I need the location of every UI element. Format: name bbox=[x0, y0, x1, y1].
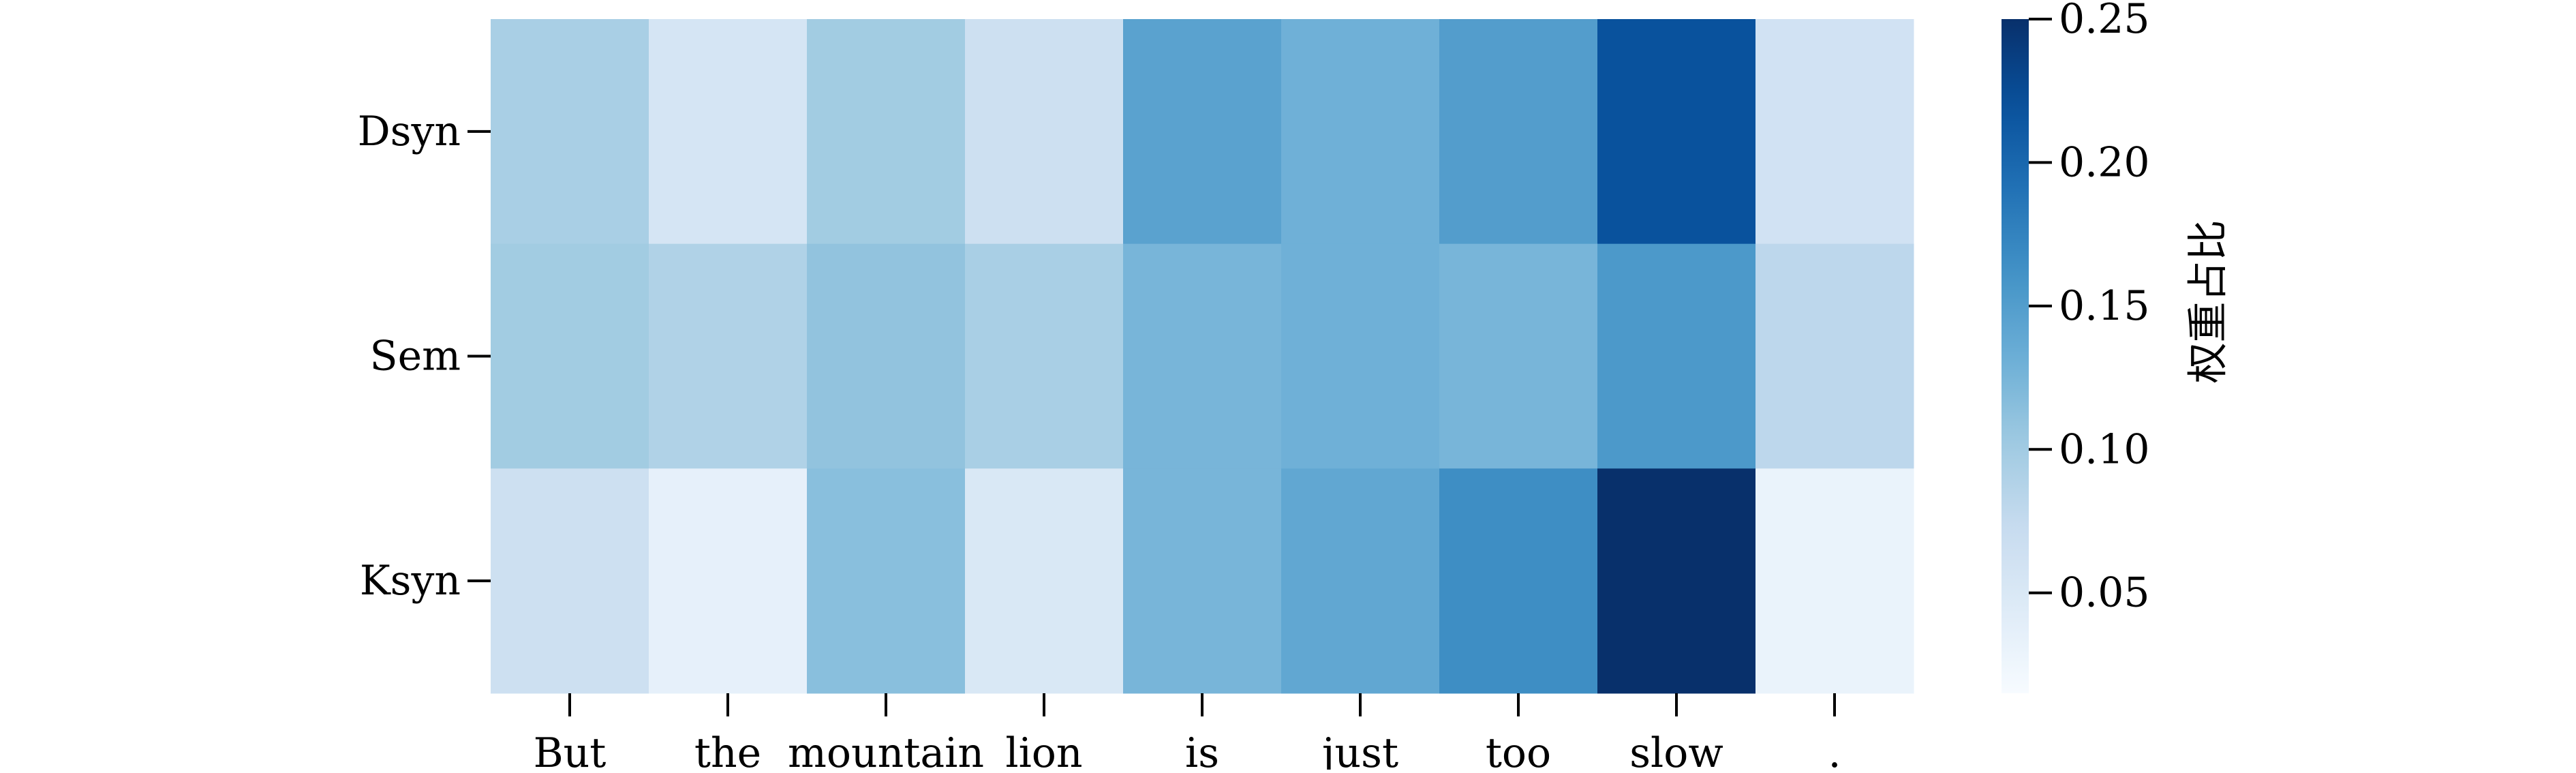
colorbar-tick-label: 0.05 bbox=[2059, 569, 2150, 617]
x-tick-label: is bbox=[1185, 729, 1219, 770]
colorbar-tick-label: 0.25 bbox=[2059, 0, 2150, 43]
heatmap-cell-dsyn-6 bbox=[1439, 19, 1598, 245]
heatmap-cell-sem-3 bbox=[965, 243, 1124, 469]
heatmap-cell-ksyn-5 bbox=[1281, 468, 1440, 694]
heatmap-cell-ksyn-2 bbox=[807, 468, 966, 694]
x-tick-label: slow bbox=[1629, 729, 1723, 770]
heatmap-cell-sem-5 bbox=[1281, 243, 1440, 469]
heatmap-cell-dsyn-3 bbox=[965, 19, 1124, 245]
colorbar-tick-label: 0.15 bbox=[2059, 282, 2150, 330]
colorbar-label: 权重占比 bbox=[2185, 220, 2233, 384]
x-tick-label: the bbox=[694, 729, 761, 770]
heatmap-cell-sem-8 bbox=[1755, 243, 1914, 469]
heatmap-cell-dsyn-8 bbox=[1755, 19, 1914, 245]
x-axis: But the mountain lion is just too slow. bbox=[534, 693, 1841, 773]
y-tick-label: Dsyn bbox=[358, 108, 461, 155]
x-tick-label: mountain bbox=[788, 729, 984, 770]
x-tick-label: lion bbox=[1005, 729, 1082, 770]
heatmap-cell-sem-7 bbox=[1597, 243, 1756, 469]
heatmap-cell-ksyn-0 bbox=[491, 468, 649, 694]
x-tick-label: too bbox=[1486, 729, 1551, 770]
y-tick-label: Sem bbox=[369, 333, 461, 380]
heatmap-cell-dsyn-0 bbox=[491, 19, 649, 245]
heatmap-cell-ksyn-7 bbox=[1597, 468, 1756, 694]
heatmap-cell-ksyn-6 bbox=[1439, 468, 1598, 694]
heatmap-cell-dsyn-7 bbox=[1597, 19, 1756, 245]
heatmap-cell-dsyn-1 bbox=[649, 19, 808, 245]
heatmap-cell-dsyn-4 bbox=[1123, 19, 1282, 245]
heatmap-cell-sem-0 bbox=[491, 243, 649, 469]
y-axis: Dsyn Sem Ksyn bbox=[358, 108, 491, 605]
heatmap-cell-sem-6 bbox=[1439, 243, 1598, 469]
colorbar-tick-label: 0.10 bbox=[2059, 425, 2150, 473]
x-tick-label: just bbox=[1318, 729, 1398, 770]
colorbar: 0.05 0.10 0.15 0.20 0.25 权重占比 bbox=[2002, 0, 2233, 693]
x-tick-label: . bbox=[1828, 729, 1841, 770]
heatmap-cells bbox=[491, 19, 1914, 694]
heatmap-cell-sem-4 bbox=[1123, 243, 1282, 469]
colorbar-ticks: 0.05 0.10 0.15 0.20 0.25 bbox=[2029, 0, 2150, 617]
heatmap-cell-ksyn-3 bbox=[965, 468, 1124, 694]
x-tick-label: But bbox=[534, 729, 607, 770]
heatmap-cell-sem-2 bbox=[807, 243, 966, 469]
heatmap-cell-dsyn-2 bbox=[807, 19, 966, 245]
heatmap-cell-dsyn-5 bbox=[1281, 19, 1440, 245]
colorbar-gradient bbox=[2002, 19, 2029, 693]
heatmap-cell-ksyn-1 bbox=[649, 468, 808, 694]
heatmap-cell-ksyn-8 bbox=[1755, 468, 1914, 694]
heatmap-cell-sem-1 bbox=[649, 243, 808, 469]
y-tick-label: Ksyn bbox=[360, 557, 461, 605]
heatmap-cell-ksyn-4 bbox=[1123, 468, 1282, 694]
colorbar-tick-label: 0.20 bbox=[2059, 138, 2150, 186]
